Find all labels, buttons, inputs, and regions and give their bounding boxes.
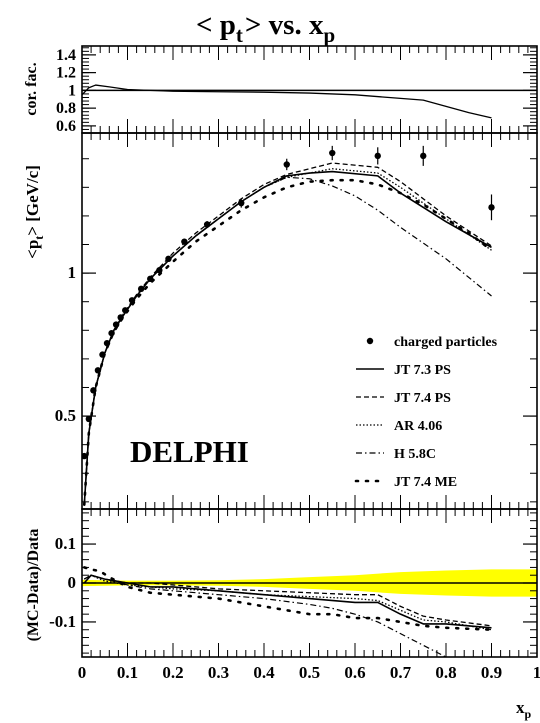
legend-label-charged: charged particles [394, 335, 498, 350]
panel-bottom-ylabel: (MC-Data)/Data [25, 529, 42, 642]
x-axis-label: xp [516, 698, 532, 721]
legend-label-jt74: JT 7.4 PS [394, 391, 451, 406]
x-tick-label: 0.8 [435, 663, 456, 682]
x-tick-label: 0.3 [208, 663, 229, 682]
mid-ylabel-sub: t [32, 236, 46, 240]
x-tick-label: 0.1 [117, 663, 138, 682]
y-tick-label: -0.1 [49, 612, 76, 631]
legend-label-jt74me: JT 7.4 ME [394, 475, 457, 490]
data-point [156, 267, 163, 274]
x-tick-label: 0.9 [481, 663, 502, 682]
data-point [112, 321, 120, 328]
chart-title: < pt> vs. xp [196, 9, 335, 47]
data-point [103, 339, 111, 347]
data-point [165, 255, 172, 263]
data-point [137, 285, 145, 293]
x-tick-label: 0.4 [253, 663, 275, 682]
series-line-jt-7-4-me [82, 178, 493, 507]
x-tick-label: 0.7 [390, 663, 412, 682]
x-tick-label: 1 [533, 663, 540, 682]
delphi-label: DELPHI [130, 434, 249, 469]
series-line-ar-4-06 [83, 574, 492, 631]
data-point [90, 387, 97, 394]
data-point [122, 307, 129, 314]
data-point [420, 152, 427, 160]
y-tick-label: 0.5 [55, 406, 76, 425]
x-tick-label: 0 [78, 663, 87, 682]
title-subscript-t: t [236, 23, 243, 47]
data-point [85, 415, 93, 423]
title-subscript-p: p [323, 23, 335, 47]
title-main-text: < p [196, 9, 236, 41]
data-point [82, 452, 88, 460]
legend-marker-charged [366, 337, 374, 345]
data-point [108, 329, 115, 337]
y-tick-label: 0.1 [55, 534, 76, 553]
data-point [329, 149, 336, 157]
plot-area [82, 84, 537, 119]
y-tick-label: 1 [68, 82, 76, 99]
x-tick-label: 0.2 [162, 663, 183, 682]
series-line-jt-7-4-me [82, 566, 493, 632]
y-tick-label: 0.6 [56, 118, 76, 135]
series-line-h-5-8c [83, 574, 447, 657]
data-point [203, 221, 211, 228]
data-point [94, 367, 102, 374]
x-axis-label-main: x [516, 698, 525, 717]
x-tick-label: 0.6 [344, 663, 365, 682]
data-point [283, 161, 290, 168]
series-line-h-5-8c [83, 176, 492, 505]
panel-top-ylabel: cor. fac. [23, 62, 40, 115]
legend: charged particles JT 7.3 PS JT 7.4 PS AR… [354, 335, 498, 490]
series-line-jt-7-4-ps [83, 574, 492, 627]
y-tick-label: 0.8 [56, 100, 76, 117]
data-point [488, 204, 495, 211]
y-tick-label: 1.2 [56, 65, 76, 82]
mid-ylabel-pre: <p [23, 240, 42, 259]
legend-label-ar406: AR 4.06 [394, 419, 442, 434]
x-axis-label-sub: p [525, 707, 532, 721]
data-point [117, 314, 124, 321]
panel-mid-ylabel: <pt> [GeV/c] [23, 165, 46, 259]
y-tick-label: 1.4 [56, 47, 76, 64]
y-tick-label: 1 [68, 263, 77, 282]
data-point [238, 199, 245, 207]
legend-label-jt73: JT 7.3 PS [394, 363, 451, 378]
data-point [147, 275, 154, 283]
plot-area [82, 566, 537, 657]
plot-area [82, 145, 495, 507]
data-point [99, 351, 106, 358]
data-point [374, 152, 381, 160]
legend-label-h58c: H 5.8C [394, 447, 436, 462]
series-line-cor-fac [82, 84, 492, 119]
title-mid-text: > vs. x [245, 9, 324, 41]
x-tick-label: 0.5 [299, 663, 320, 682]
mid-ylabel-post: > [GeV/c] [23, 165, 42, 236]
data-point [128, 297, 136, 304]
y-tick-label: 0 [68, 573, 77, 592]
panel-ratio: 0.1 0 -0.1 0 0.1 0.2 0.3 0.4 0.5 0.6 0.7 0.8 0.9 1 [49, 508, 540, 682]
data-point [181, 238, 188, 245]
